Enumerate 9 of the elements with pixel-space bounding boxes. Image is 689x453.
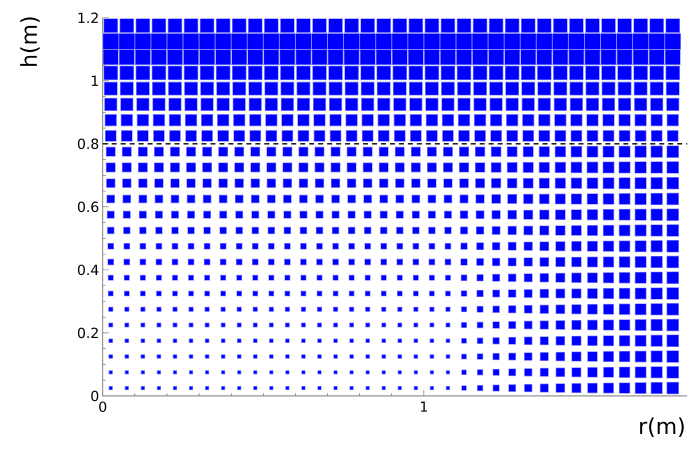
y-tick-label: 1.2 bbox=[78, 12, 98, 24]
y-tick-label: 0.4 bbox=[78, 264, 98, 276]
y-tick-label: 0.2 bbox=[78, 328, 98, 338]
y-tick-label: 1 bbox=[92, 76, 98, 86]
x-axis-title: r(m) bbox=[640, 418, 684, 438]
y-axis-title: h(m) bbox=[20, 17, 40, 66]
y-tick-label: 0.8 bbox=[78, 138, 98, 150]
y-tick-label: 0.6 bbox=[78, 202, 98, 212]
y-tick-label: 0 bbox=[91, 390, 98, 402]
